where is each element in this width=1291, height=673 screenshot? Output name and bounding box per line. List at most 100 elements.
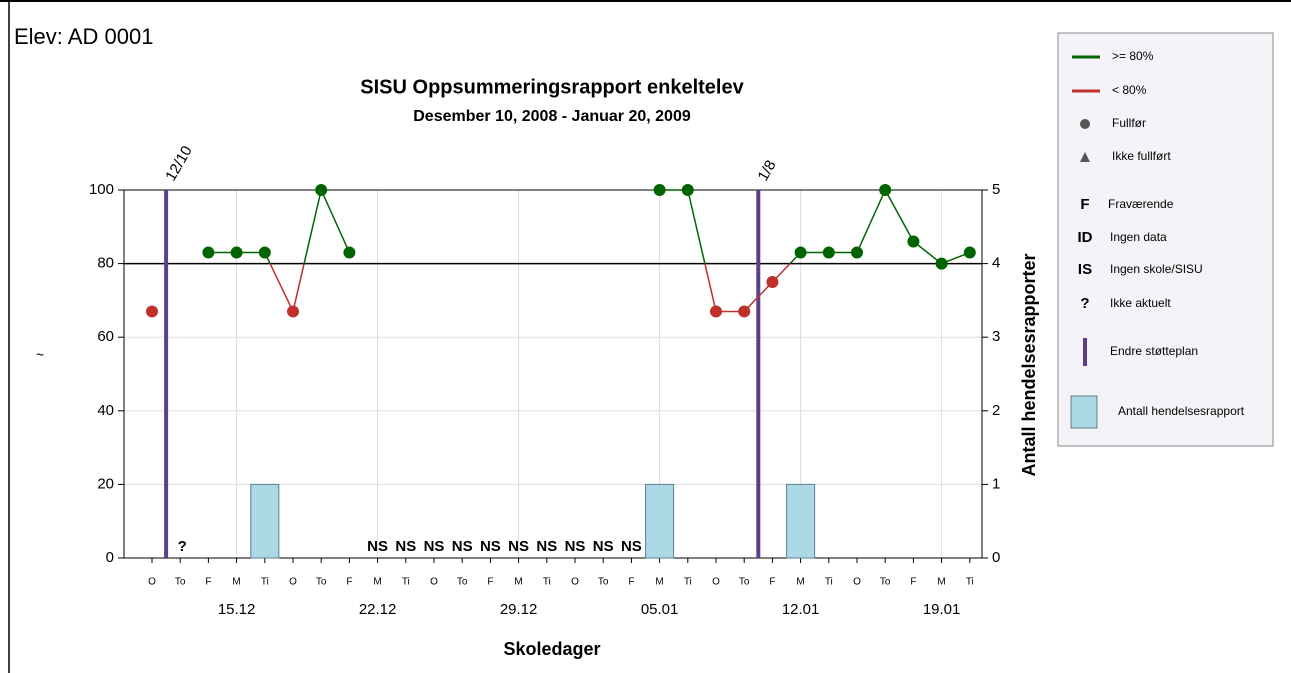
legend-label: Ingen data — [1110, 230, 1167, 244]
status-label: NS — [395, 538, 416, 555]
x-tick-label: O — [853, 577, 861, 588]
x-tick-label: O — [430, 577, 438, 588]
x-tick-label: To — [739, 577, 750, 588]
legend-label: < 80% — [1112, 83, 1147, 97]
line-segment — [292, 263, 305, 312]
week-label: 15.12 — [218, 601, 256, 618]
point — [343, 246, 356, 259]
x-tick-label: F — [769, 577, 775, 588]
bar — [250, 483, 280, 559]
point — [287, 305, 299, 318]
line-segment — [704, 263, 717, 312]
y2-tick-label: 5 — [992, 181, 1000, 198]
y-tick-label: 20 — [97, 475, 114, 492]
point — [963, 246, 976, 259]
line-segment — [320, 189, 351, 253]
legend-code: F — [1080, 196, 1089, 213]
chart-subtitle: Desember 10, 2008 - Januar 20, 2009 — [413, 108, 691, 125]
y-tick-label: 100 — [89, 181, 114, 198]
x-tick-label: To — [880, 577, 891, 588]
week-label: 12.01 — [782, 601, 820, 618]
y-tick-label: 0 — [106, 549, 114, 566]
point — [766, 276, 779, 288]
week-label: 22.12 — [359, 601, 397, 618]
x-tick-label: M — [937, 577, 945, 588]
x-tick-label: O — [289, 577, 297, 588]
legend-label: Endre støtteplan — [1110, 344, 1198, 358]
x-tick-label: Ti — [684, 577, 692, 588]
point — [653, 184, 666, 196]
x-tick-label: F — [205, 577, 211, 588]
legend-symbol — [1070, 395, 1098, 429]
support-plan-label: 1/8 — [754, 157, 779, 184]
status-label: NS — [452, 538, 473, 555]
y2-tick-label: 3 — [992, 328, 1000, 345]
x-tick-label: F — [910, 577, 916, 588]
line-segment — [856, 189, 886, 253]
legend-label: Fullfør — [1112, 116, 1146, 130]
y-axis-label: ~ — [36, 347, 44, 363]
x-tick-label: F — [628, 577, 634, 588]
x-tick-label: O — [571, 577, 579, 588]
x-tick-label: Ti — [825, 577, 833, 588]
point — [202, 246, 215, 259]
status-label: NS — [424, 538, 445, 555]
point — [907, 235, 920, 248]
x-tick-label: M — [796, 577, 804, 588]
x-tick-label: M — [232, 577, 240, 588]
legend-code: ? — [1080, 295, 1089, 312]
y2-axis-label: Antall hendelsesrapporter — [1019, 253, 1039, 476]
point — [681, 184, 694, 196]
line-segment — [884, 189, 915, 242]
point — [822, 246, 835, 259]
bar — [645, 483, 675, 559]
point — [738, 305, 751, 318]
line-segment — [269, 263, 294, 312]
week-label: 05.01 — [641, 601, 679, 618]
y2-tick-label: 1 — [992, 475, 1000, 492]
week-label: 19.01 — [923, 601, 961, 618]
legend-label: Antall hendelsesrapport — [1118, 404, 1245, 418]
point — [879, 184, 892, 196]
x-tick-label: To — [457, 577, 468, 588]
x-tick-label: To — [316, 577, 327, 588]
legend-label: Ikke fullført — [1112, 149, 1171, 163]
bar — [786, 483, 816, 559]
legend-label: Ingen skole/SISU — [1110, 262, 1203, 276]
x-tick-label: Ti — [543, 577, 551, 588]
support-plan-change — [756, 190, 761, 558]
status-label: ? — [178, 538, 187, 555]
line-segment — [303, 189, 322, 264]
x-tick-label: To — [175, 577, 186, 588]
x-tick-label: Ti — [966, 577, 974, 588]
status-label: NS — [621, 538, 642, 555]
line-segment — [687, 189, 706, 264]
y-tick-label: 80 — [97, 255, 114, 272]
x-tick-label: Ti — [261, 577, 269, 588]
legend-label: >= 80% — [1112, 49, 1154, 63]
point — [851, 246, 863, 259]
legend-box — [1057, 32, 1274, 447]
legend-code: ID — [1078, 229, 1093, 246]
support-plan-change — [164, 190, 169, 558]
support-plan-label: 12/10 — [162, 143, 195, 184]
student: Elev: AD 0001 — [14, 24, 153, 49]
y2-tick-label: 0 — [992, 549, 1000, 566]
y2-tick-label: 4 — [992, 255, 1000, 272]
legend-symbol — [1080, 152, 1090, 162]
point — [315, 184, 328, 196]
x-tick-label: O — [148, 577, 156, 588]
x-tick-label: F — [487, 577, 493, 588]
x-tick-label: Ti — [402, 577, 410, 588]
point — [258, 246, 271, 259]
legend-label: Ikke aktuelt — [1110, 296, 1171, 310]
point — [935, 257, 948, 270]
line-segment — [743, 281, 773, 312]
status-label: NS — [593, 538, 614, 555]
point — [710, 305, 722, 318]
status-label: NS — [536, 538, 557, 555]
point — [794, 246, 807, 259]
legend-code: IS — [1078, 261, 1092, 278]
status-label: NS — [565, 538, 586, 555]
